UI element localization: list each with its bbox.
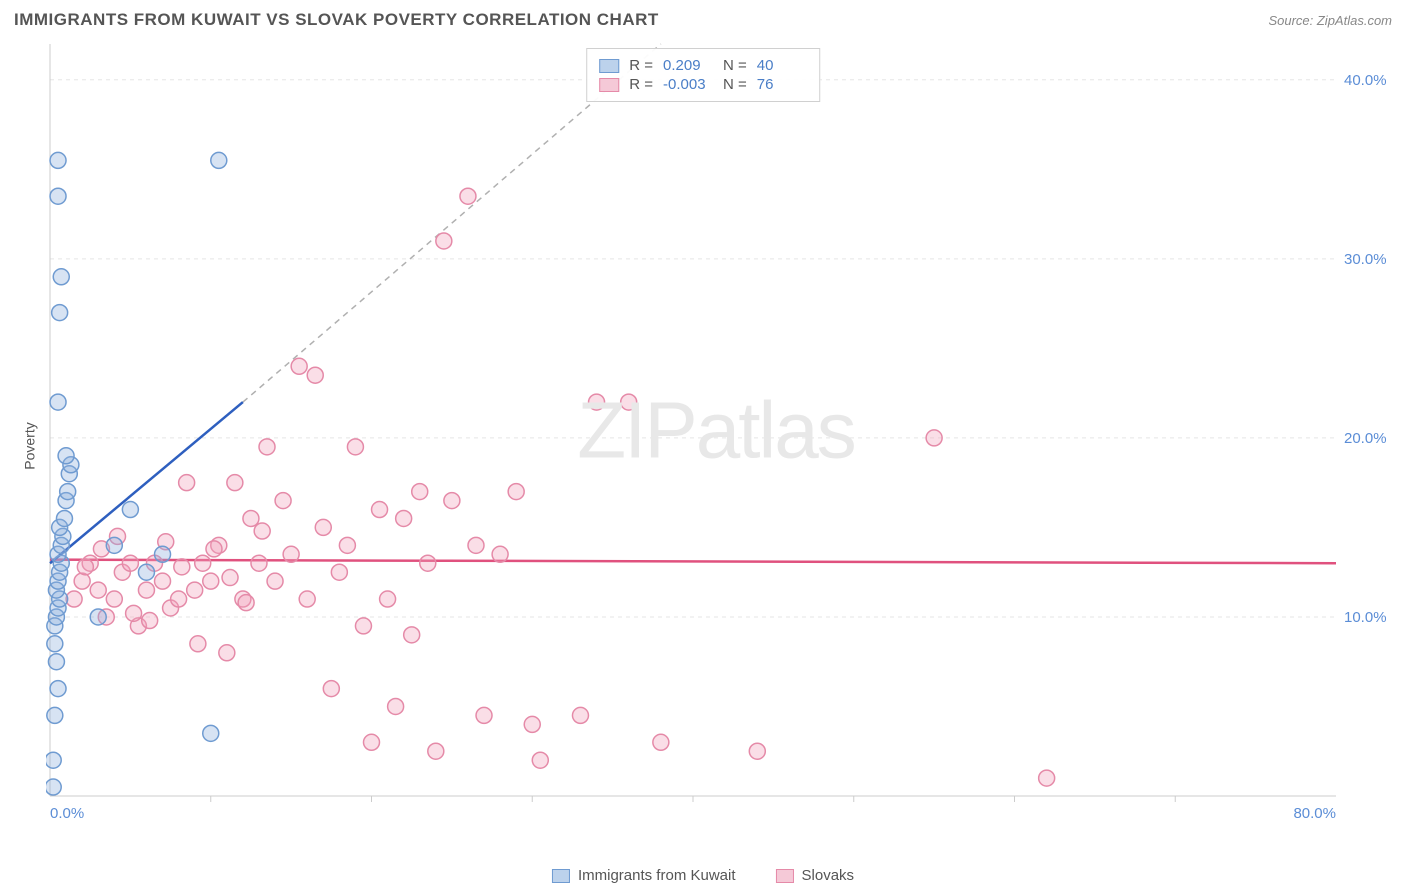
svg-text:0.0%: 0.0%: [50, 805, 84, 822]
chart-header: IMMIGRANTS FROM KUWAIT VS SLOVAK POVERTY…: [14, 10, 1392, 30]
kuwait-legend-label: Immigrants from Kuwait: [578, 867, 736, 884]
svg-text:10.0%: 10.0%: [1344, 609, 1386, 626]
slovaks-legend-swatch-icon: [776, 869, 794, 883]
legend-item-kuwait: Immigrants from Kuwait: [552, 867, 736, 884]
y-axis-label: Poverty: [22, 422, 38, 469]
n-label: N =: [723, 57, 747, 74]
chart-container: ZIPatlas 10.0%20.0%30.0%40.0%0.0%80.0%: [46, 40, 1386, 830]
kuwait-legend-swatch-icon: [552, 869, 570, 883]
n-label: N =: [723, 76, 747, 93]
kuwait-n-value: 40: [757, 57, 807, 74]
slovaks-n-value: 76: [757, 76, 807, 93]
r-label: R =: [629, 76, 653, 93]
kuwait-r-value: 0.209: [663, 57, 713, 74]
legend-item-slovaks: Slovaks: [776, 867, 855, 884]
svg-text:20.0%: 20.0%: [1344, 430, 1386, 447]
slovaks-r-value: -0.003: [663, 76, 713, 93]
slovaks-legend-label: Slovaks: [802, 867, 855, 884]
source-attribution: Source: ZipAtlas.com: [1268, 13, 1392, 28]
stats-legend-box: R = 0.209 N = 40 R = -0.003 N = 76: [586, 48, 820, 102]
svg-text:40.0%: 40.0%: [1344, 72, 1386, 89]
stats-row-slovaks: R = -0.003 N = 76: [599, 76, 807, 93]
scatter-chart: 10.0% 20.0% 30.0% 40.0% 0.0% 80.0%: [46, 40, 1386, 830]
stats-row-kuwait: R = 0.209 N = 40: [599, 57, 807, 74]
chart-title: IMMIGRANTS FROM KUWAIT VS SLOVAK POVERTY…: [14, 10, 659, 30]
kuwait-swatch-icon: [599, 59, 619, 73]
svg-text:80.0%: 80.0%: [1293, 805, 1336, 822]
slovaks-swatch-icon: [599, 78, 619, 92]
bottom-legend: Immigrants from Kuwait Slovaks: [552, 867, 854, 884]
r-label: R =: [629, 57, 653, 74]
svg-text:30.0%: 30.0%: [1344, 251, 1386, 268]
